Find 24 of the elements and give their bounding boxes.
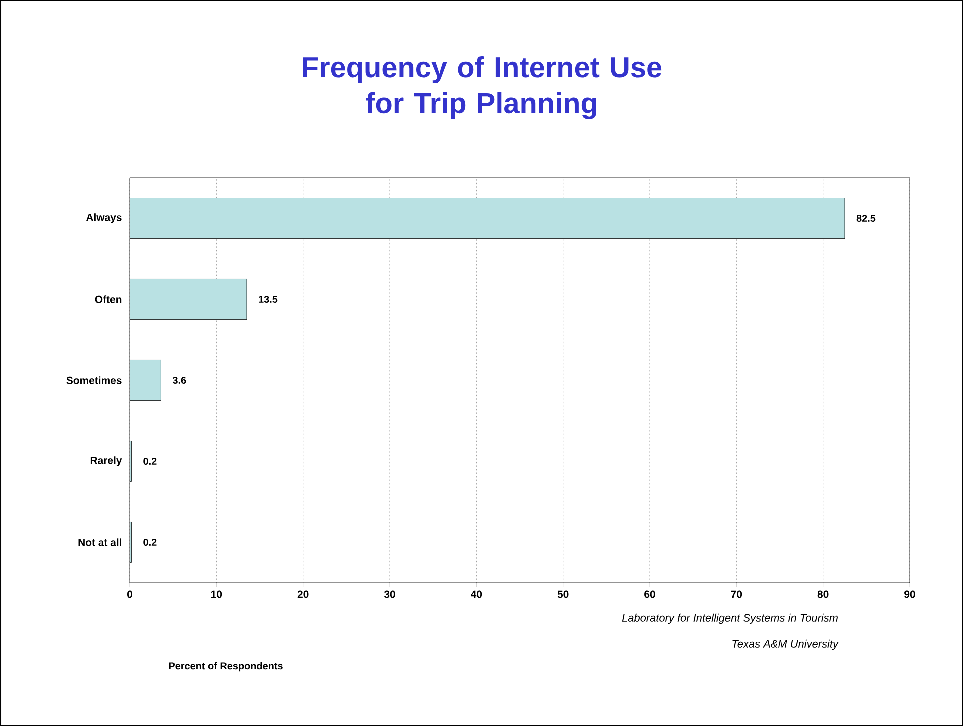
chart-title: Frequency of Internet Use for Trip Planning [303, 56, 662, 120]
y-tick-label: Sometimes [66, 376, 122, 384]
x-tick-label: 60 [644, 590, 656, 598]
text: Laboratory for Intelligent Systems in Tourism [622, 614, 838, 624]
data-label: 0.2 [144, 538, 157, 546]
x-tick-label: 30 [384, 590, 396, 598]
y-tick-label: Often [95, 296, 122, 304]
data-label: 13.5 [259, 296, 278, 304]
x-tick-label: 50 [558, 590, 569, 598]
y-tick-label: Always [86, 214, 122, 224]
x-tick-label: 70 [731, 590, 742, 598]
x-tick-label: 0 [128, 590, 132, 598]
y-tick-label: Rarely [90, 456, 122, 466]
text: Percent of Respondents [169, 662, 283, 672]
data-label: 0.2 [144, 458, 157, 466]
text: Texas A&M University [732, 640, 840, 650]
x-tick-label: 80 [818, 590, 829, 598]
x-tick-label: 40 [471, 590, 482, 598]
x-tick-label: 10 [212, 590, 222, 598]
x-tick-label: 90 [904, 590, 916, 598]
x-tick-label: 20 [298, 590, 309, 598]
data-label: 3.6 [172, 376, 186, 384]
data-label: 82.5 [856, 214, 876, 222]
y-tick-label: Not at all [78, 538, 122, 546]
